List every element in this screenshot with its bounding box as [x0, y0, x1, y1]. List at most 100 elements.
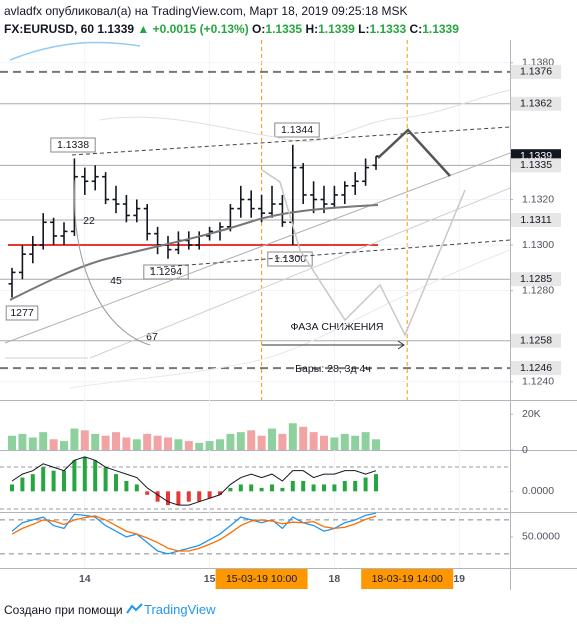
volume-bar — [288, 423, 297, 450]
annotation: 1.1338 — [57, 139, 89, 151]
x-tick-label: 14 — [79, 573, 91, 585]
annotation: 1.1300 — [274, 253, 306, 265]
marker-box — [215, 569, 308, 589]
volume-bar — [28, 437, 37, 450]
histogram-bar — [332, 484, 337, 492]
h-label: H: — [305, 22, 319, 36]
volume-bar — [70, 428, 79, 450]
histogram-bar — [124, 481, 129, 492]
measure-arrow — [262, 340, 405, 350]
histogram-bar — [311, 484, 316, 492]
c-label: C: — [409, 22, 423, 36]
histogram-bar — [249, 484, 254, 492]
histogram-bar — [197, 491, 202, 502]
volume-bar — [8, 435, 16, 450]
volume-bar — [122, 437, 131, 450]
annotation: 1.1294 — [150, 266, 182, 278]
volume-bar — [132, 439, 141, 450]
histogram-bar — [238, 484, 243, 492]
y-tick-label: 1.1320 — [522, 193, 554, 205]
histogram-bar — [145, 491, 150, 495]
y-tick-label: 0 — [522, 444, 528, 456]
histogram-bar — [363, 477, 368, 492]
annotation-box — [267, 251, 313, 267]
histogram-bar — [155, 491, 160, 502]
volume-bar — [351, 435, 360, 450]
histogram-bar — [301, 481, 306, 492]
volume-bar — [18, 433, 27, 450]
volume-bar — [143, 433, 152, 450]
histogram-bar — [72, 460, 77, 492]
level-label: 1.1311 — [520, 214, 551, 226]
y-tick-label: 20K — [522, 408, 541, 420]
annotation: 45 — [110, 275, 122, 287]
footer-brand[interactable]: TradingView — [143, 602, 216, 617]
level-label: 1.1335 — [520, 159, 552, 171]
volume-bar — [236, 432, 245, 450]
level-box — [511, 361, 561, 376]
volume-bar — [216, 439, 224, 450]
histogram-bar — [342, 481, 347, 492]
volume-bar — [278, 433, 287, 450]
volume-bar — [195, 442, 204, 450]
volume-bar — [299, 426, 308, 450]
histogram-bar — [353, 481, 358, 492]
histogram-bar — [20, 477, 25, 492]
annotation: ФАЗА СНИЖЕНИЯ — [290, 321, 383, 333]
macd-line — [11, 456, 377, 506]
header-line: avladfx опубликовал(а) на TradingView.co… — [4, 4, 408, 18]
x-tick-label: 19 — [453, 573, 465, 585]
level-box — [511, 96, 561, 111]
projection — [377, 128, 451, 177]
histogram-bar — [93, 460, 98, 492]
logo — [126, 603, 143, 614]
volume-bar — [153, 435, 162, 450]
histogram-bar — [228, 487, 233, 492]
histogram-bar — [103, 467, 108, 492]
histogram-bar — [280, 487, 285, 492]
x-tick-label: 15 — [204, 573, 216, 585]
volume-bar — [268, 428, 276, 450]
volume-bar — [80, 430, 89, 450]
level-box — [511, 213, 561, 227]
stoch-line — [11, 515, 377, 552]
level-label: 1.1258 — [520, 335, 552, 347]
y-tick-label: 1.1240 — [522, 376, 554, 388]
level-label: 1.1362 — [520, 98, 552, 110]
marker-box — [361, 569, 454, 589]
level-box — [511, 272, 561, 287]
volume-bar — [340, 433, 349, 450]
level-label: 1.1285 — [520, 273, 552, 285]
volume-bar — [60, 441, 68, 450]
histogram-bar — [41, 467, 46, 492]
volume-bar — [39, 432, 48, 450]
histogram-bar — [218, 491, 222, 495]
fib-arc — [73, 179, 151, 346]
trend-line — [4, 152, 511, 344]
projection — [261, 169, 466, 337]
level-box — [511, 158, 561, 173]
x-tick-label: 15-03-19 10:00 — [226, 573, 297, 585]
histogram-bar — [82, 456, 87, 492]
y-tick-label: 50.0000 — [522, 531, 560, 543]
envelope — [99, 89, 511, 142]
level-box — [511, 333, 561, 348]
symbol-line: FX:EURUSD, 60 1.1339 ▲ +0.0015 (+0.13%) … — [4, 22, 459, 36]
volume-bar — [330, 437, 339, 450]
annotation: 1277 — [10, 307, 34, 319]
annotation: 1.1344 — [281, 124, 313, 136]
c-value: 1.1339 — [422, 22, 459, 36]
histogram-bar — [114, 474, 118, 492]
level-box — [511, 64, 561, 79]
footer: Создано при помощи TradingView — [4, 602, 216, 617]
volume-bar — [112, 432, 120, 450]
volume-bar — [174, 439, 183, 450]
h-value: 1.1339 — [318, 22, 355, 36]
histogram-bar — [186, 491, 191, 502]
annotation: 22 — [83, 215, 95, 227]
histogram-bar — [290, 481, 295, 492]
annotation: Бары: 28, 3д 4ч — [295, 363, 371, 375]
level-label: 1.1246 — [520, 362, 552, 374]
author[interactable]: avladfx — [4, 4, 43, 18]
